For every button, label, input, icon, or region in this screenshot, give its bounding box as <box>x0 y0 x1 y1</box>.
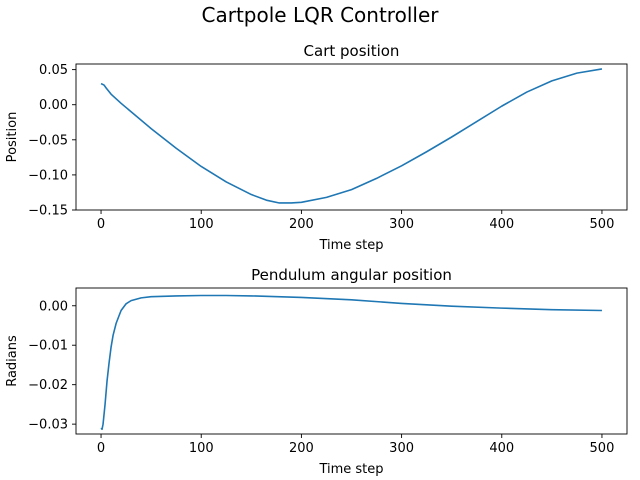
cart-x-tick-label: 400 <box>489 217 514 232</box>
cart-x-tick-label: 500 <box>590 217 615 232</box>
pendulum-x-axis-label: Time step <box>318 462 383 477</box>
cart-position-panel: Cart position 0 100 200 300 400 500 0.05 0.00 −0.… <box>5 42 628 253</box>
pendulum-x-tick-label: 500 <box>590 441 615 456</box>
cart-series-line <box>100 68 603 204</box>
pendulum-axes-frame <box>75 287 628 435</box>
pendulum-x-tick-label: 200 <box>289 441 314 456</box>
pendulum-angle-panel: Pendulum angular position 0 100 200 300 400 50… <box>5 266 628 477</box>
cart-y-tick-label: −0.10 <box>28 168 68 183</box>
cart-x-tick-label: 100 <box>189 217 214 232</box>
pendulum-y-tick-label: −0.03 <box>28 418 68 433</box>
cart-y-axis-label: Position <box>5 112 20 163</box>
pendulum-x-tick-label: 400 <box>489 441 514 456</box>
pendulum-x-tick-label: 100 <box>189 441 214 456</box>
pendulum-y-axis-label: Radians <box>5 335 20 387</box>
cart-axes-frame <box>75 63 628 211</box>
cart-x-tick-label: 0 <box>97 217 105 232</box>
pendulum-series-line <box>100 294 602 431</box>
cart-y-tick-label: 0.05 <box>39 63 68 78</box>
cart-x-axis-label: Time step <box>318 238 383 253</box>
pendulum-x-tick-label: 0 <box>97 441 105 456</box>
figure-title: Cartpole LQR Controller <box>202 3 440 27</box>
pendulum-y-tick-label: −0.02 <box>28 378 68 393</box>
cart-y-tick-label: −0.15 <box>28 204 68 219</box>
cart-y-tick-label: 0.00 <box>39 98 68 113</box>
pendulum-panel-title: Pendulum angular position <box>251 266 452 284</box>
cart-x-tick-label: 200 <box>289 217 314 232</box>
pendulum-y-tick-label: −0.01 <box>28 339 68 354</box>
cart-x-tick-label: 300 <box>389 217 414 232</box>
pendulum-y-tick-label: 0.00 <box>39 299 68 314</box>
cart-y-tick-label: −0.05 <box>28 133 68 148</box>
pendulum-x-tick-label: 300 <box>389 441 414 456</box>
cart-panel-title: Cart position <box>304 42 400 60</box>
